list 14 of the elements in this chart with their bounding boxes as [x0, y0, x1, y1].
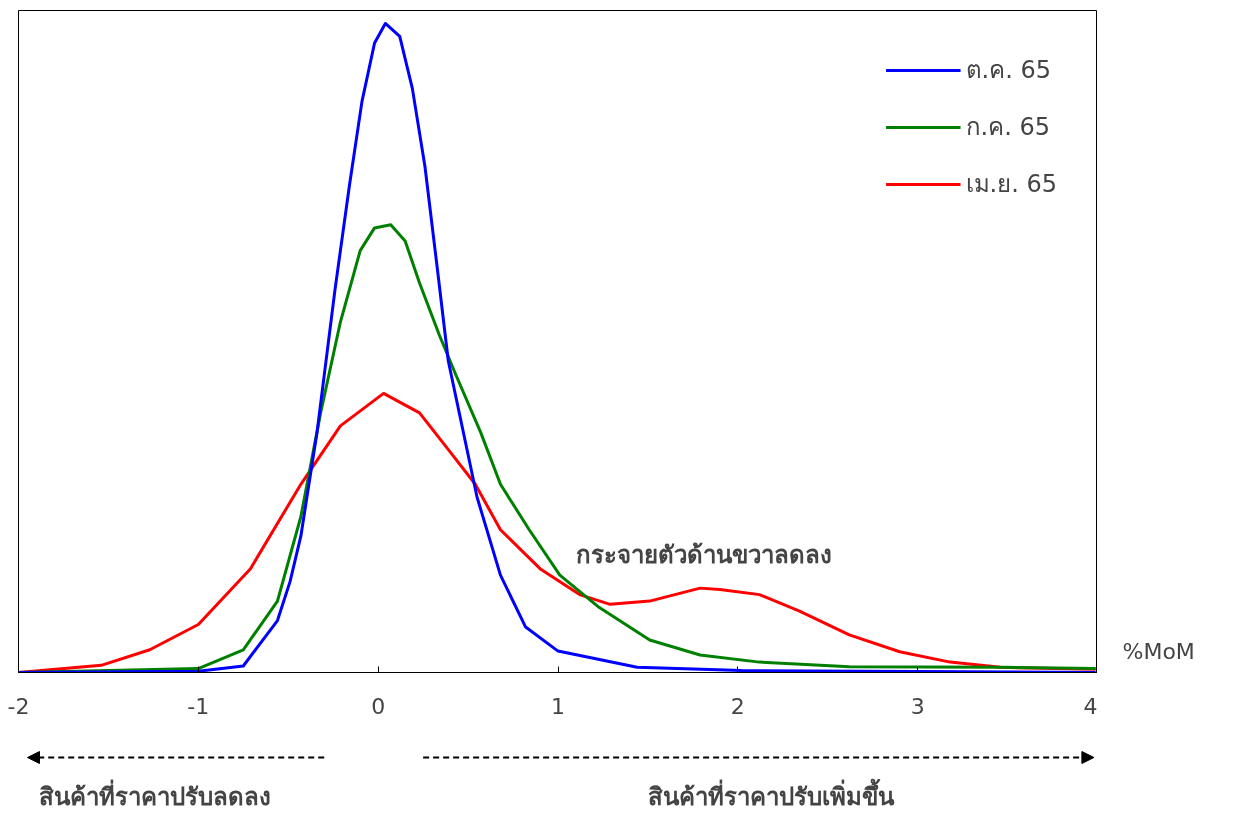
x-tick-label: 0	[371, 693, 386, 719]
x-tick-label: -1	[187, 693, 210, 719]
annotation: กระจายตัวด้านขวาลดลง	[575, 540, 832, 569]
x-axis-title: %MoM	[1122, 638, 1195, 664]
text: สินค้าที่ราคาปรับลดลง	[38, 778, 271, 811]
x-tick-label: 1	[551, 693, 565, 719]
legend-label: ก.ค. 65	[965, 112, 1050, 143]
legend-label: เม.ย. 65	[965, 169, 1057, 200]
legend-label: ต.ค. 65	[965, 55, 1051, 86]
text: สินค้าที่ราคาปรับเพิ่มขึ้น	[647, 777, 895, 811]
x-tick-label: -2	[7, 693, 30, 719]
x-tick-label: 4	[1083, 693, 1098, 719]
x-tick-label: 3	[910, 693, 925, 719]
x-tick-label: 2	[730, 693, 745, 719]
